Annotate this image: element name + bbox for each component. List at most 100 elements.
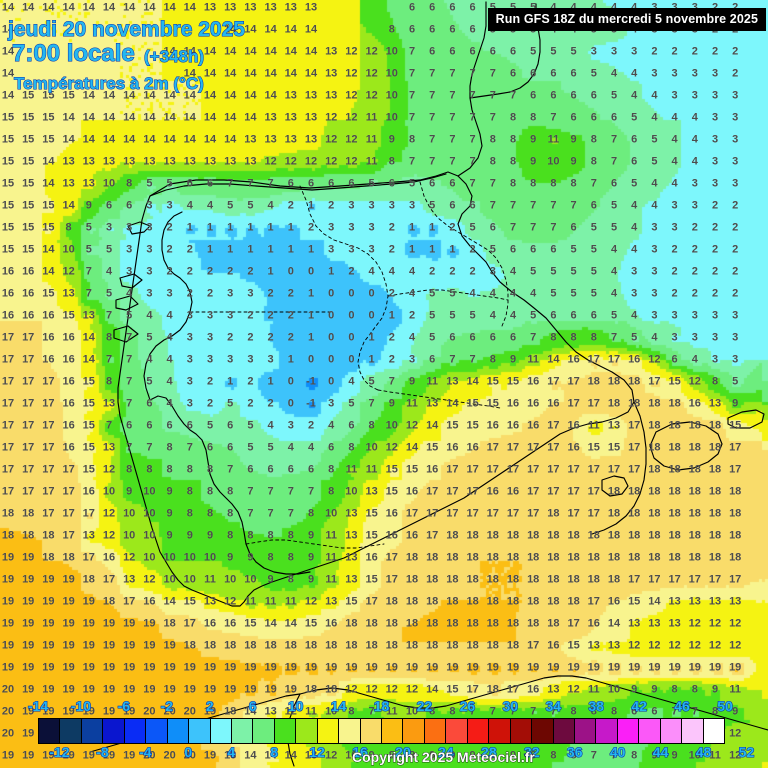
grid-temperature-value: 1 (408, 243, 416, 256)
grid-temperature-value: 19 (607, 661, 621, 674)
grid-temperature-value: 12 (729, 617, 742, 630)
grid-temperature-value: 19 (708, 661, 722, 674)
grid-temperature-value: 6 (449, 1, 456, 14)
grid-temperature-value: 8 (348, 705, 355, 718)
legend-swatch[interactable] (596, 719, 618, 743)
grid-temperature-value: 16 (42, 309, 55, 322)
grid-temperature-value: 18 (426, 551, 439, 564)
legend-swatch[interactable] (274, 719, 297, 743)
grid-temperature-value: 15 (42, 287, 55, 300)
grid-temperature-value: 18 (587, 375, 600, 388)
grid-temperature-value: 18 (708, 485, 722, 498)
legend-swatch[interactable] (81, 719, 104, 743)
legend-swatch[interactable] (553, 719, 575, 743)
legend-swatch[interactable] (682, 719, 704, 743)
grid-temperature-value: 17 (486, 463, 499, 476)
legend-swatch[interactable] (446, 719, 468, 743)
grid-temperature-value: 3 (206, 309, 214, 322)
grid-temperature-value: 15 (42, 111, 55, 124)
grid-temperature-value: 11 (527, 353, 540, 366)
grid-temperature-value: 7 (429, 67, 436, 80)
legend-tick-label: 6 (248, 697, 257, 714)
grid-temperature-value: 17 (587, 507, 600, 520)
grid-temperature-value: 4 (489, 309, 496, 322)
grid-temperature-value: 14 (203, 111, 217, 124)
grid-temperature-value: 10 (143, 507, 156, 520)
grid-temperature-value: 14 (264, 617, 277, 630)
legend-swatch[interactable] (532, 719, 554, 743)
grid-temperature-value: 15 (1, 199, 15, 212)
grid-temperature-value: 2 (732, 45, 739, 58)
legend-swatch[interactable] (574, 719, 597, 743)
grid-temperature-value: 5 (610, 89, 618, 102)
grid-temperature-value: 8 (328, 463, 335, 476)
legend-tick-label: 46 (674, 697, 691, 714)
grid-temperature-value: 5 (429, 287, 436, 300)
grid-temperature-value: 18 (688, 419, 701, 432)
legend-swatch[interactable] (167, 719, 190, 743)
grid-temperature-value: 11 (244, 595, 257, 608)
legend-swatch[interactable] (317, 719, 340, 743)
grid-temperature-value: 18 (405, 595, 419, 608)
grid-temperature-value: 17 (1, 419, 15, 432)
legend-swatch[interactable] (124, 719, 147, 743)
grid-temperature-value: 18 (648, 397, 661, 410)
legend-swatch[interactable] (39, 719, 61, 743)
legend-swatch[interactable] (467, 719, 490, 743)
legend-swatch[interactable] (489, 719, 511, 743)
grid-temperature-value: 4 (530, 287, 537, 300)
legend-swatch[interactable] (639, 719, 661, 743)
grid-temperature-value: 18 (607, 397, 621, 410)
grid-temperature-value: 3 (631, 287, 638, 300)
color-scale-legend[interactable]: -14 -10 -6 -2 2 6 10 14 18 22 26 30 34 38 42 46 50 -12 -8-… (27, 697, 754, 760)
grid-temperature-value: 3 (186, 309, 193, 322)
grid-temperature-value: 6 (550, 89, 557, 102)
grid-temperature-value: 2 (206, 265, 214, 278)
legend-swatch[interactable] (703, 719, 724, 743)
legend-swatch[interactable] (60, 719, 82, 743)
legend-swatch[interactable] (510, 719, 533, 743)
legend-swatch[interactable] (146, 719, 168, 743)
grid-temperature-value: 18 (405, 573, 419, 586)
grid-temperature-value: 0 (368, 287, 375, 300)
grid-temperature-value: 18 (224, 639, 237, 652)
grid-temperature-value: 18 (446, 639, 459, 652)
legend-swatch[interactable] (253, 719, 275, 743)
grid-temperature-value: 10 (244, 573, 257, 586)
legend-swatch[interactable] (189, 719, 211, 743)
grid-temperature-value: 15 (22, 199, 35, 212)
grid-temperature-value: 16 (62, 353, 75, 366)
grid-temperature-value: 19 (62, 573, 75, 586)
grid-temperature-value: 18 (668, 485, 681, 498)
legend-swatch[interactable] (296, 719, 318, 743)
grid-temperature-value: 11 (345, 463, 358, 476)
legend-swatch[interactable] (339, 719, 361, 743)
legend-swatch[interactable] (424, 719, 447, 743)
grid-temperature-value: 8 (550, 331, 557, 344)
legend-swatch[interactable] (403, 719, 425, 743)
legend-swatch[interactable] (617, 719, 640, 743)
legend-swatch[interactable] (360, 719, 382, 743)
legend-swatch[interactable] (210, 719, 232, 743)
legend-swatch[interactable] (231, 719, 254, 743)
grid-temperature-value: 3 (732, 133, 739, 146)
grid-temperature-value: 7 (429, 155, 436, 168)
grid-temperature-value: 4 (611, 2, 617, 14)
grid-temperature-value: 18 (708, 529, 722, 542)
grid-temperature-value: 7 (610, 331, 618, 344)
grid-temperature-value: 4 (328, 419, 335, 432)
legend-swatch[interactable] (382, 719, 404, 743)
grid-temperature-value: 5 (631, 177, 638, 190)
legend-swatch[interactable] (103, 719, 125, 743)
grid-temperature-value: 2 (711, 221, 719, 234)
grid-temperature-value: 14 (1, 23, 15, 36)
grid-temperature-value: 17 (42, 419, 55, 432)
grid-temperature-value: 17 (547, 463, 560, 476)
grid-temperature-value: 19 (123, 683, 136, 696)
legend-swatch-bar[interactable] (38, 718, 725, 744)
grid-temperature-value: 2 (186, 265, 193, 278)
legend-swatch[interactable] (660, 719, 683, 743)
grid-temperature-value: 18 (708, 507, 722, 520)
grid-temperature-value: 16 (62, 397, 75, 410)
